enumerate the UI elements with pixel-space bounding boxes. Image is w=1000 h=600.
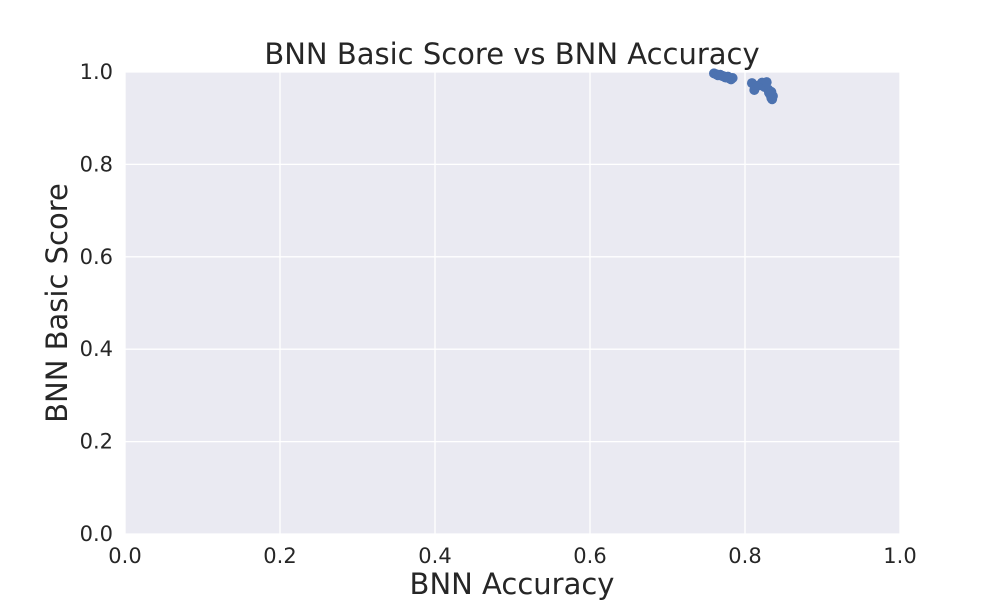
data-point: [727, 73, 738, 84]
y-tick-label: 0.2: [80, 430, 113, 454]
x-tick-label: 0.0: [108, 544, 141, 568]
y-tick-labels: 0.0 0.2 0.4 0.6 0.8 1.0: [80, 60, 113, 546]
x-tick-label: 1.0: [883, 544, 916, 568]
x-tick-label: 0.2: [263, 544, 296, 568]
y-tick-label: 1.0: [80, 60, 113, 84]
x-tick-label: 0.6: [573, 544, 606, 568]
y-tick-label: 0.0: [80, 522, 113, 546]
grid: [124, 71, 901, 535]
x-axis-label: BNN Accuracy: [410, 567, 615, 600]
x-tick-label: 0.4: [418, 544, 451, 568]
plot-area: [125, 72, 900, 534]
y-tick-label: 0.4: [80, 337, 113, 361]
chart-title: BNN Basic Score vs BNN Accuracy: [264, 37, 759, 71]
x-tick-label: 0.8: [728, 544, 761, 568]
x-tick-labels: 0.0 0.2 0.4 0.6 0.8 1.0: [108, 544, 916, 568]
data-point: [766, 86, 777, 97]
y-tick-label: 0.8: [80, 152, 113, 176]
y-tick-label: 0.6: [80, 245, 113, 269]
data-points: [709, 68, 778, 105]
y-axis-label: BNN Basic Score: [40, 183, 74, 423]
